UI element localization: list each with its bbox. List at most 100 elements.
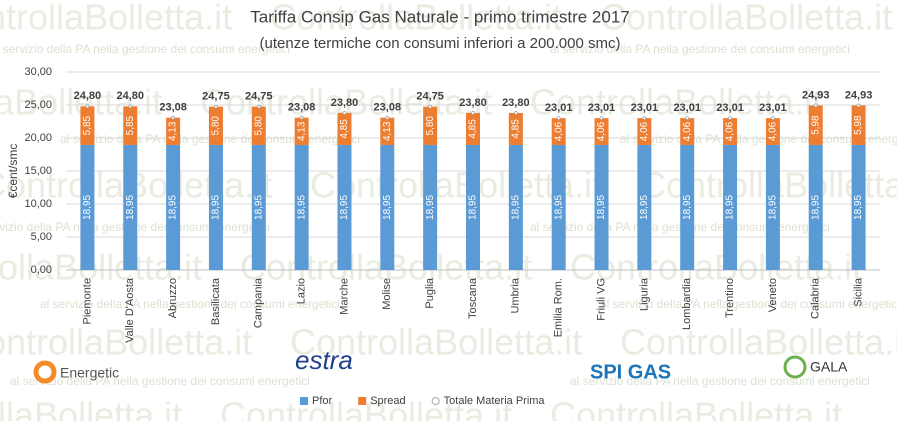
watermark-brand: ControllaBolletta.it	[0, 0, 232, 38]
segment-label: 5,85	[82, 115, 93, 135]
watermark-brand: ControllaBolletta.it	[530, 82, 822, 123]
logo-icon	[783, 355, 807, 379]
y-tick-label: 15,00	[24, 165, 52, 177]
x-tick-label: Liguria	[638, 277, 650, 311]
segment-label: 18,95	[382, 195, 393, 220]
y-tick-label: 0,00	[31, 264, 52, 276]
bar-segment	[680, 144, 695, 270]
bar-segment	[765, 118, 780, 145]
bar-segment	[594, 144, 609, 270]
segment-label: 4,06	[725, 121, 736, 141]
segment-label: 18,95	[425, 195, 436, 220]
logo-icon	[33, 360, 57, 384]
bar-segment	[508, 144, 523, 270]
watermark-brand: ControllaBolletta.it	[290, 322, 582, 363]
x-tick-label: Molise	[381, 278, 393, 310]
bar-segment	[80, 144, 95, 270]
x-tick-label: Calabria	[810, 277, 822, 319]
segment-label: 4,06	[682, 121, 693, 141]
segment-label: 4,85	[339, 119, 350, 139]
segment-label: 18,95	[125, 195, 136, 220]
total-point	[728, 116, 732, 121]
bar-segment	[808, 144, 823, 270]
bar-segment	[594, 118, 609, 145]
bar-segment	[208, 144, 223, 270]
watermark-tagline: al servizio della PA nella gestione dei …	[10, 374, 310, 388]
bar-segment	[123, 144, 138, 270]
legend-label: Totale Materia Prima	[444, 395, 546, 407]
total-label: 24,93	[845, 89, 873, 101]
y-tick-label: 5,00	[31, 231, 52, 243]
total-point	[128, 104, 133, 109]
segment-label: 18,95	[82, 195, 93, 220]
bar-segment	[208, 106, 223, 145]
total-point	[85, 104, 90, 109]
segment-label: 4,06	[768, 121, 779, 141]
x-tick-label: Sicilia	[852, 277, 864, 307]
total-point	[513, 111, 518, 115]
bar-segment	[508, 112, 523, 145]
logo-text: GALA	[810, 359, 848, 375]
bar-segment	[551, 144, 566, 270]
watermark-tagline: al servizio della PA nella gestione dei …	[0, 42, 290, 56]
segment-label: 5,98	[810, 115, 821, 135]
y-tick-label: 20,00	[24, 132, 52, 144]
segment-label: 5,80	[253, 116, 264, 136]
total-point	[171, 115, 176, 120]
total-label: 24,80	[116, 90, 144, 102]
segment-label: 18,95	[725, 195, 736, 220]
bar-segment	[380, 117, 395, 145]
segment-label: 18,95	[853, 195, 864, 220]
segment-label: 4,13	[168, 121, 179, 141]
total-point	[214, 104, 218, 109]
legend-swatch	[431, 397, 440, 405]
total-label: 23,80	[502, 97, 530, 109]
total-label: 23,01	[673, 102, 701, 114]
total-point	[385, 115, 390, 120]
total-label: 23,80	[459, 97, 487, 109]
chart-title: Tariffa Consip Gas Naturale - primo trim…	[250, 7, 630, 26]
total-point	[599, 116, 604, 121]
segment-label: 18,95	[639, 195, 650, 220]
total-point	[342, 111, 347, 115]
total-label: 23,80	[331, 97, 359, 109]
total-label: 23,08	[159, 102, 187, 114]
bar-segment	[251, 106, 266, 145]
segment-label: 18,95	[339, 195, 350, 220]
segment-label: 18,95	[810, 195, 821, 220]
y-tick-label: 10,00	[24, 198, 52, 210]
total-label: 24,93	[802, 89, 830, 101]
segment-label: 4,85	[510, 119, 521, 139]
bar-segment	[166, 117, 181, 145]
segment-label: 18,95	[468, 195, 479, 220]
x-tick-label: Basilicata	[210, 277, 222, 325]
total-label: 23,01	[631, 102, 659, 114]
bar-segment	[466, 112, 480, 145]
segment-label: 4,13	[382, 121, 393, 141]
logo-energetic: Energetic	[33, 360, 119, 384]
bar-segment	[123, 106, 138, 145]
bar-segment	[637, 144, 652, 270]
total-label: 24,75	[416, 91, 444, 103]
bar-segment	[851, 105, 866, 145]
total-point	[256, 104, 261, 109]
watermark-tagline: al servizio della PA nella gestione dei …	[530, 220, 830, 234]
segment-label: 5,80	[211, 116, 222, 136]
total-label: 24,80	[74, 90, 102, 102]
total-point	[471, 111, 475, 115]
x-tick-label: Lazio	[296, 278, 308, 304]
total-label: 23,01	[545, 102, 573, 114]
bar-segment	[337, 112, 352, 145]
total-label: 23,01	[759, 102, 787, 114]
bar-segment	[851, 144, 866, 270]
total-label: 23,01	[588, 102, 616, 114]
segment-label: 5,85	[125, 115, 136, 135]
segment-label: 18,95	[253, 195, 264, 220]
x-tick-label: Piemonte	[81, 278, 93, 324]
segment-label: 4,13	[296, 121, 307, 141]
x-tick-label: Valle D'Aosta	[124, 277, 136, 343]
bar-segment	[551, 118, 566, 145]
logo-gala: GALA	[783, 355, 848, 379]
